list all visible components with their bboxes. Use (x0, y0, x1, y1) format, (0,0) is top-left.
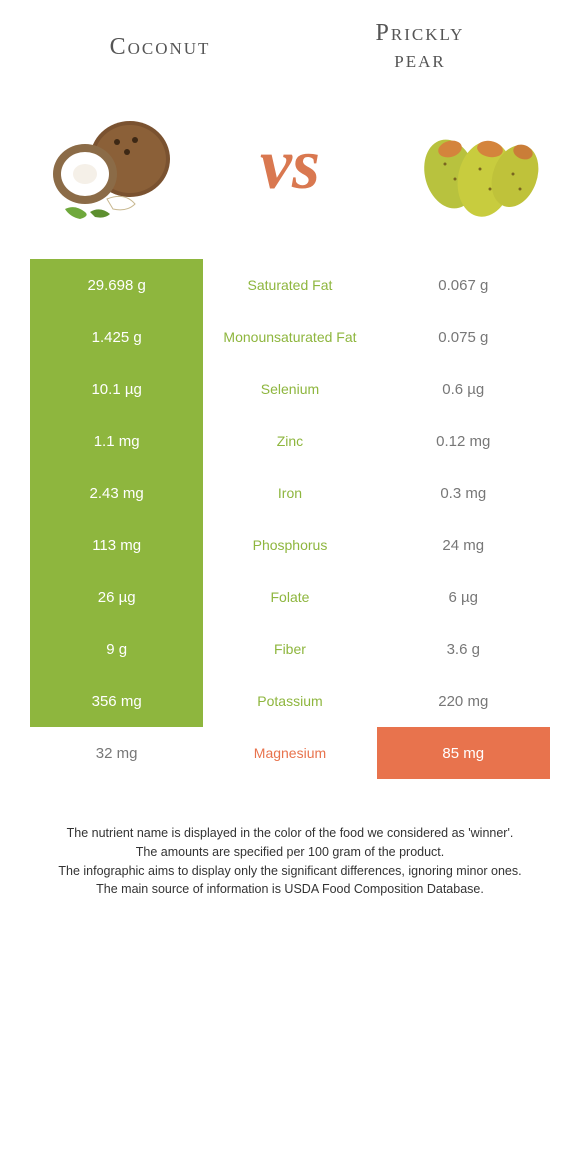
right-value: 0.12 mg (377, 415, 550, 467)
coconut-image (30, 99, 190, 229)
table-row: 1.1 mgZinc0.12 mg (30, 415, 550, 467)
nutrient-label: Folate (203, 571, 376, 623)
left-value: 1.1 mg (30, 415, 203, 467)
table-row: 113 mgPhosphorus24 mg (30, 519, 550, 571)
left-value: 29.698 g (30, 259, 203, 311)
nutrient-label: Zinc (203, 415, 376, 467)
table-row: 1.425 gMonounsaturated Fat0.075 g (30, 311, 550, 363)
left-value: 1.425 g (30, 311, 203, 363)
left-value: 2.43 mg (30, 467, 203, 519)
table-row: 9 gFiber3.6 g (30, 623, 550, 675)
nutrient-label: Phosphorus (203, 519, 376, 571)
footnote-line: The main source of information is USDA F… (40, 880, 540, 899)
table-row: 26 µgFolate6 µg (30, 571, 550, 623)
table-row: 32 mgMagnesium85 mg (30, 727, 550, 779)
prickly-pear-image (390, 99, 550, 229)
left-food-title: Coconut (30, 34, 290, 61)
right-value: 220 mg (377, 675, 550, 727)
table-row: 2.43 mgIron0.3 mg (30, 467, 550, 519)
right-value: 0.3 mg (377, 467, 550, 519)
left-value: 10.1 µg (30, 363, 203, 415)
right-value: 3.6 g (377, 623, 550, 675)
table-row: 356 mgPotassium220 mg (30, 675, 550, 727)
nutrient-label: Fiber (203, 623, 376, 675)
right-value: 0.067 g (377, 259, 550, 311)
comparison-table: 29.698 gSaturated Fat0.067 g1.425 gMonou… (30, 259, 550, 779)
right-value: 85 mg (377, 727, 550, 779)
header-row: Coconut Prickly pear (30, 20, 550, 74)
left-value: 113 mg (30, 519, 203, 571)
right-value: 6 µg (377, 571, 550, 623)
left-value: 356 mg (30, 675, 203, 727)
right-value: 0.075 g (377, 311, 550, 363)
nutrient-label: Iron (203, 467, 376, 519)
infographic-container: Coconut Prickly pear vs (0, 0, 580, 919)
right-value: 0.6 µg (377, 363, 550, 415)
table-row: 10.1 µgSelenium0.6 µg (30, 363, 550, 415)
images-row: vs (30, 99, 550, 229)
nutrient-label: Potassium (203, 675, 376, 727)
footnotes: The nutrient name is displayed in the co… (30, 824, 550, 899)
nutrient-label: Saturated Fat (203, 259, 376, 311)
vs-label: vs (260, 123, 320, 206)
left-value: 26 µg (30, 571, 203, 623)
table-row: 29.698 gSaturated Fat0.067 g (30, 259, 550, 311)
footnote-line: The infographic aims to display only the… (40, 862, 540, 881)
right-value: 24 mg (377, 519, 550, 571)
left-value: 32 mg (30, 727, 203, 779)
right-food-title: Prickly pear (290, 20, 550, 74)
left-value: 9 g (30, 623, 203, 675)
nutrient-label: Selenium (203, 363, 376, 415)
footnote-line: The amounts are specified per 100 gram o… (40, 843, 540, 862)
nutrient-label: Magnesium (203, 727, 376, 779)
nutrient-label: Monounsaturated Fat (203, 311, 376, 363)
footnote-line: The nutrient name is displayed in the co… (40, 824, 540, 843)
